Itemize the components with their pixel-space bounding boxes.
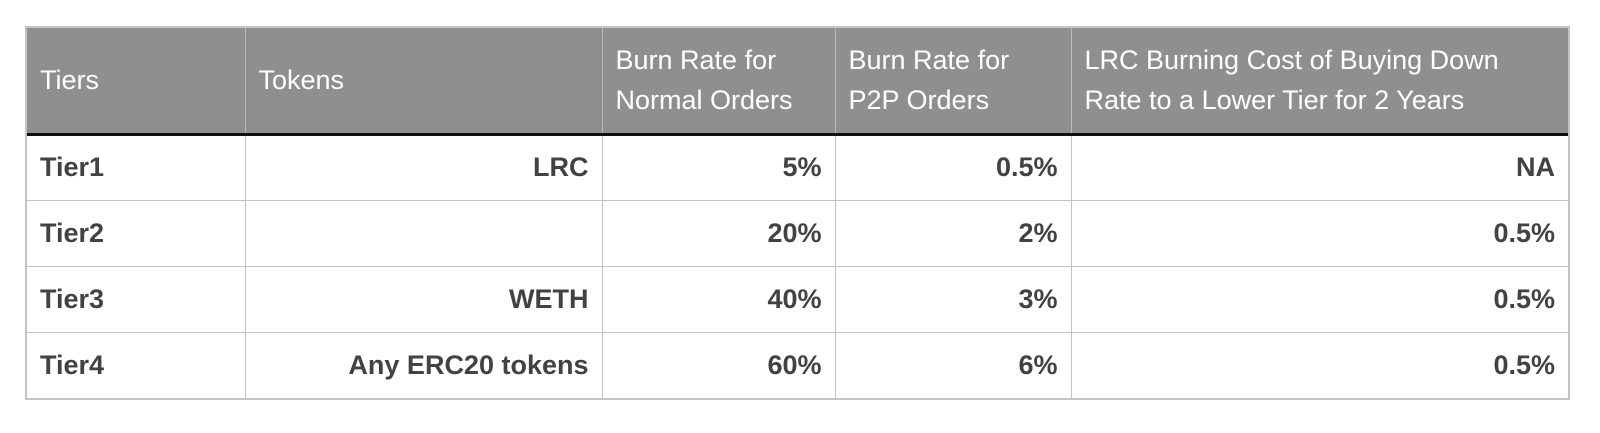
cell-tier: Tier4 (27, 331, 245, 398)
table-header: Tiers Tokens Burn Rate for Normal Orders… (27, 28, 1568, 136)
cell-burn-rate-normal: 40% (601, 265, 835, 332)
cell-tokens: LRC (244, 134, 602, 200)
cell-burn-rate-p2p: 3% (834, 265, 1071, 332)
header-burn-rate-normal: Burn Rate for Normal Orders (601, 28, 835, 136)
cell-tokens: Any ERC20 tokens (244, 331, 602, 398)
cell-lrc-burning-cost: 0.5% (1070, 331, 1568, 398)
cell-lrc-burning-cost: 0.5% (1070, 199, 1568, 266)
tier-burn-rate-table-container: Tiers Tokens Burn Rate for Normal Orders… (25, 26, 1570, 400)
cell-burn-rate-p2p: 6% (834, 331, 1071, 398)
table-row: Tier1 LRC 5% 0.5% NA (27, 134, 1568, 200)
cell-tier: Tier2 (27, 199, 245, 266)
header-row: Tiers Tokens Burn Rate for Normal Orders… (27, 28, 1568, 136)
header-tokens: Tokens (244, 28, 602, 136)
cell-burn-rate-normal: 60% (601, 331, 835, 398)
cell-burn-rate-p2p: 0.5% (834, 134, 1071, 200)
header-tiers: Tiers (27, 28, 245, 136)
table-row: Tier2 20% 2% 0.5% (27, 199, 1568, 266)
cell-tokens: WETH (244, 265, 602, 332)
cell-burn-rate-normal: 5% (601, 134, 835, 200)
table-row: Tier3 WETH 40% 3% 0.5% (27, 265, 1568, 332)
tier-burn-rate-table: Tiers Tokens Burn Rate for Normal Orders… (27, 28, 1568, 398)
header-lrc-burning-cost: LRC Burning Cost of Buying Down Rate to … (1070, 28, 1568, 136)
cell-lrc-burning-cost: 0.5% (1070, 265, 1568, 332)
cell-tokens (244, 199, 602, 266)
table-row: Tier4 Any ERC20 tokens 60% 6% 0.5% (27, 331, 1568, 398)
cell-tier: Tier1 (40, 152, 105, 182)
cell-lrc-burning-cost: NA (1070, 134, 1568, 200)
cell-burn-rate-normal: 20% (601, 199, 835, 266)
header-burn-rate-p2p: Burn Rate for P2P Orders (834, 28, 1071, 136)
cell-burn-rate-p2p: 2% (834, 199, 1071, 266)
table-body: Tier1 LRC 5% 0.5% NA Tier2 20% 2% 0.5% T… (27, 134, 1568, 398)
cell-tier: Tier3 (27, 265, 245, 332)
